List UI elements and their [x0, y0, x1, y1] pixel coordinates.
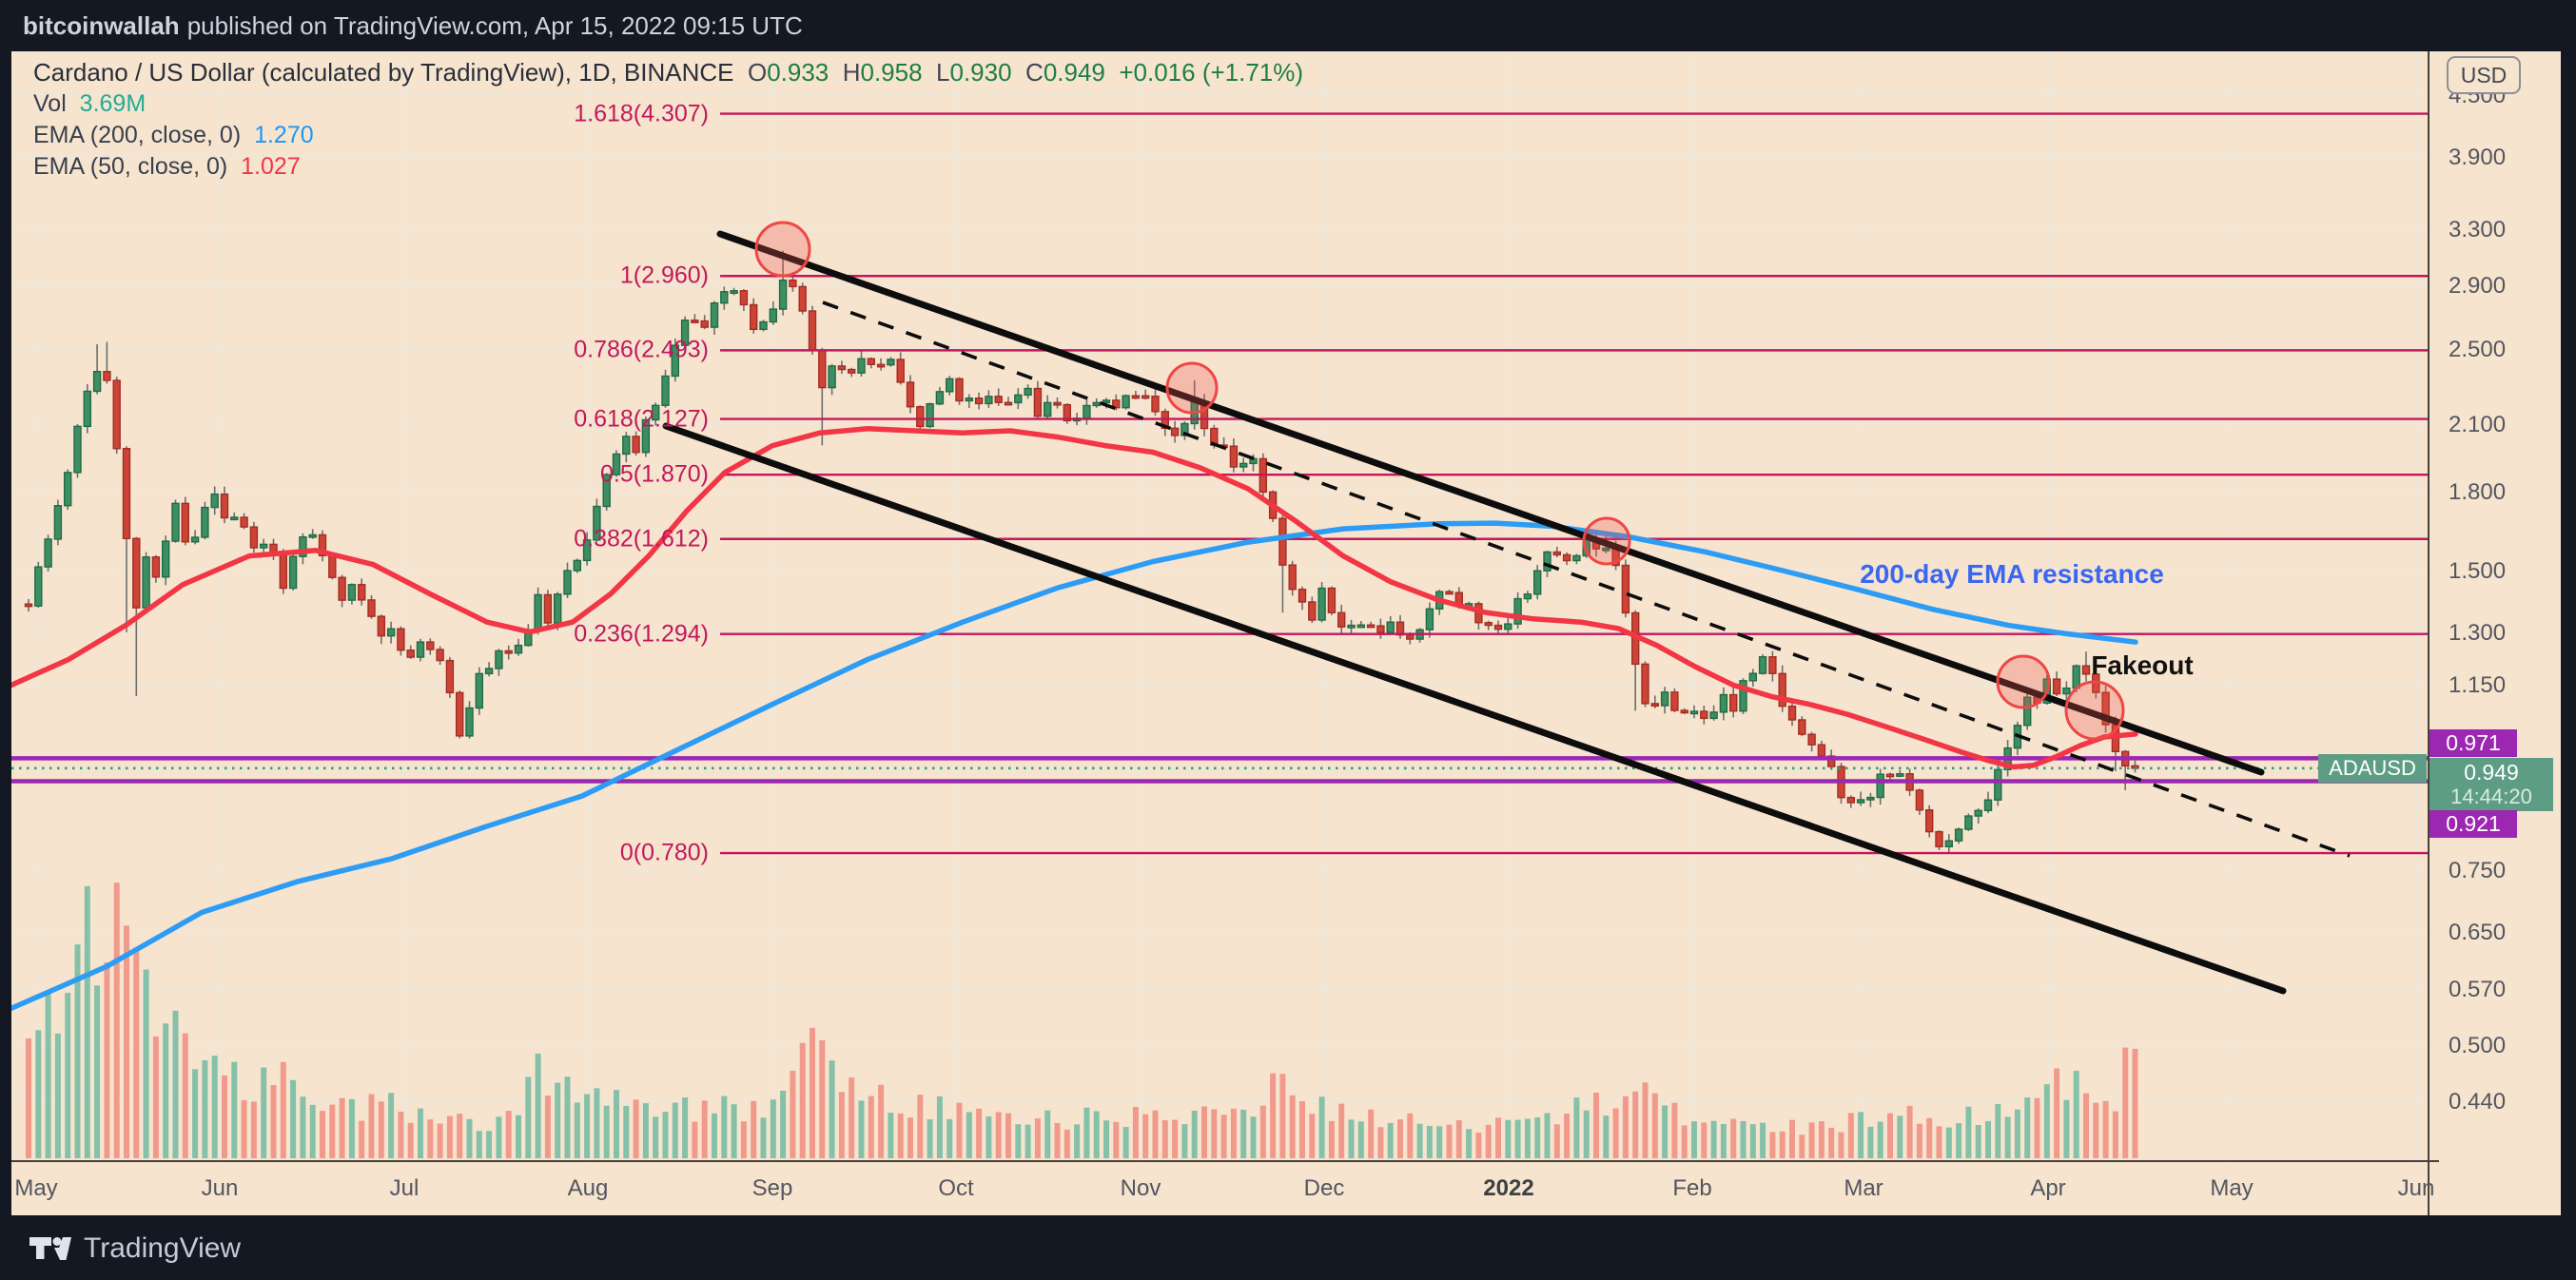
upper-level-price-badge: 0.971 [2430, 729, 2517, 758]
ohlc-high-value: 0.958 [860, 58, 923, 87]
touch-point-circle [1996, 654, 2051, 709]
time-tick-month: Jul [389, 1175, 420, 1201]
currency-toggle-button[interactable]: USD [2447, 56, 2521, 94]
horizontal-levels [11, 756, 2428, 784]
last-price-badge: 0.949 14:44:20 [2430, 757, 2553, 811]
price-tick-label: 2.100 [2449, 412, 2507, 438]
symbol-title-row: Cardano / US Dollar (calculated by Tradi… [33, 57, 1303, 88]
touch-point-circle [754, 221, 811, 278]
fib-level-label: 0(0.780) [619, 839, 709, 866]
channel-median-dashed-line [822, 301, 2351, 858]
symbol-title: Cardano / US Dollar (calculated by Tradi… [33, 58, 734, 87]
time-tick-month: Oct [938, 1175, 974, 1201]
time-tick-month: Dec [1303, 1175, 1345, 1201]
channel-lower-trendline [662, 422, 2287, 995]
bar-countdown: 14:44:20 [2450, 784, 2532, 808]
touch-point-circle [1582, 516, 1631, 566]
price-tick-label: 1.300 [2449, 619, 2507, 646]
ema50-value: 1.027 [241, 153, 301, 180]
publish-header: bitcoinwallah published on TradingView.c… [0, 0, 2576, 51]
price-tick-label: 0.650 [2449, 920, 2507, 945]
chart-canvas[interactable] [11, 51, 2561, 1215]
ohlc-low-label: L [936, 58, 950, 87]
last-price-value: 0.949 [2464, 759, 2519, 785]
ema50-label: EMA (50, close, 0) [33, 153, 228, 180]
volume-label: Vol [33, 90, 67, 117]
channel-upper-trendline [716, 230, 2265, 776]
candles [24, 250, 2139, 852]
ohlc-low-value: 0.930 [949, 58, 1012, 87]
price-tick-label: 3.900 [2449, 144, 2507, 170]
ohlc-open-value: 0.933 [767, 58, 829, 87]
price-tick-label: 1.150 [2449, 672, 2507, 699]
time-tick-month: Nov [1120, 1175, 1161, 1201]
fib-level-label: 0.382(1.612) [574, 525, 709, 553]
time-tick-month: Jun [2397, 1175, 2435, 1201]
ema-resistance-annotation: 200-day EMA resistance [1860, 559, 2164, 589]
time-tick-month: Mar [1844, 1175, 1883, 1201]
time-tick-month: May [2210, 1175, 2254, 1201]
ohlc-open-label: O [747, 58, 768, 87]
ema200-value: 1.270 [254, 122, 314, 148]
volume-bars [26, 882, 2138, 1158]
ema200-line [11, 520, 2138, 1011]
time-tick-year: 2022 [1483, 1175, 1534, 1201]
touch-point-circle [1165, 361, 1219, 415]
fib-level-label: 0.618(2.127) [574, 405, 709, 433]
footer-bar: TradingView [0, 1217, 2576, 1280]
fib-level-label: 1.618(4.307) [574, 100, 709, 127]
ema50-row: EMA (50, close, 0) 1.027 [33, 151, 1303, 183]
time-tick-month: Apr [2030, 1175, 2066, 1201]
price-tick-label: 0.440 [2449, 1088, 2507, 1115]
fib-level-label: 1(2.960) [619, 262, 709, 289]
time-tick-month: Feb [1672, 1175, 1712, 1201]
tradingview-wordmark[interactable]: TradingView [84, 1232, 242, 1264]
volume-row: Vol 3.69M [33, 88, 1303, 120]
ohlc-close-label: C [1025, 58, 1044, 87]
publisher-username: bitcoinwallah [23, 10, 180, 40]
ema200-row: EMA (200, close, 0) 1.270 [33, 120, 1303, 151]
volume-value: 3.69M [79, 90, 146, 117]
time-axis[interactable]: May Jun Jul Aug Sep Oct Nov Dec 2022 Feb Mar Apr May… [11, 1160, 2439, 1215]
fakeout-annotation: Fakeout [2091, 650, 2194, 680]
time-tick-month: Sep [751, 1175, 793, 1201]
fib-retracement [720, 112, 2428, 855]
price-tick-label: 1.800 [2449, 478, 2507, 505]
time-tick-month: Aug [567, 1175, 609, 1201]
time-tick-month: May [14, 1175, 58, 1201]
price-tick-label: 2.500 [2449, 337, 2507, 363]
tradingview-logo-icon[interactable] [29, 1235, 72, 1262]
chart-legend: Cardano / US Dollar (calculated by Tradi… [33, 57, 1303, 183]
chart-panel: Cardano / US Dollar (calculated by Tradi… [11, 51, 2561, 1215]
fib-level-label: 0.786(2.493) [574, 336, 709, 363]
price-tick-label: 3.300 [2449, 216, 2507, 242]
symbol-price-flag: ADAUSD [2318, 753, 2427, 783]
ema50-line [11, 426, 2138, 770]
ohlc-high-label: H [842, 58, 861, 87]
price-tick-label: 2.900 [2449, 272, 2507, 299]
time-tick-month: Jun [201, 1175, 239, 1201]
price-axis[interactable]: 0.971 0.949 14:44:20 0.921 4.500 3.900 3.3… [2428, 51, 2561, 1215]
ohlc-change: +0.016 (+1.71%) [1119, 58, 1304, 87]
fib-level-label: 0.236(1.294) [574, 620, 709, 648]
price-tick-label: 0.750 [2449, 857, 2507, 883]
price-tick-label: 1.500 [2449, 557, 2507, 584]
price-tick-label: 0.500 [2449, 1033, 2507, 1059]
ema200-label: EMA (200, close, 0) [33, 122, 242, 148]
fib-level-label: 0.5(1.870) [600, 460, 709, 488]
touch-point-circle [2064, 680, 2125, 741]
lower-level-price-badge: 0.921 [2430, 810, 2517, 839]
price-tick-label: 0.570 [2449, 976, 2507, 1002]
gridlines [11, 51, 2428, 1160]
ohlc-close-value: 0.949 [1043, 58, 1105, 87]
publish-info: published on TradingView.com, Apr 15, 20… [186, 10, 803, 40]
